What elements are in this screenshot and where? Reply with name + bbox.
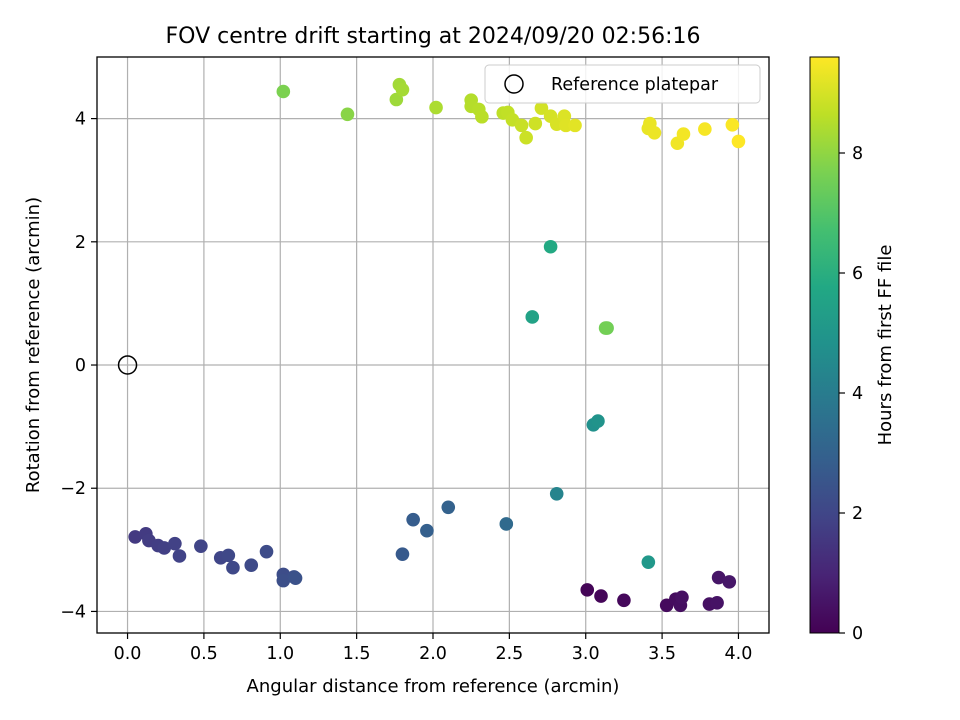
scatter-point	[157, 541, 171, 555]
y-tick-label: −4	[60, 602, 86, 622]
scatter-point	[543, 239, 558, 254]
legend-marker	[504, 74, 524, 94]
scatter-point	[568, 118, 582, 133]
scatter-point	[534, 101, 549, 115]
y-axis-label: Rotation from reference (arcmin)	[23, 197, 44, 493]
scatter-points	[128, 77, 746, 613]
x-tick-label: 4.0	[725, 644, 753, 664]
scatter-point	[647, 125, 662, 140]
colorbar-tick-label: 0	[852, 624, 863, 644]
scatter-point	[525, 310, 540, 324]
y-tick-label: 2	[75, 233, 86, 253]
scatter-point	[288, 571, 303, 585]
y-axis-ticks: −4 −2 0 2 4	[60, 110, 97, 622]
x-tick-label: 3.0	[572, 644, 600, 664]
legend-box	[484, 64, 761, 104]
scatter-point	[580, 583, 595, 597]
colorbar-tick-label: 6	[852, 264, 863, 284]
legend-entry-reference: Reference platepar	[551, 75, 719, 95]
y-tick-label: 0	[75, 356, 86, 376]
scatter-point	[698, 122, 712, 136]
scatter-point	[389, 92, 404, 107]
scatter-point	[194, 539, 208, 553]
scatter-point	[406, 512, 420, 527]
x-tick-label: 3.5	[648, 644, 676, 664]
scatter-point	[722, 575, 737, 589]
scatter-point	[172, 549, 187, 563]
scatter-point	[276, 84, 291, 99]
x-tick-label: 0.0	[114, 644, 142, 664]
scatter-point	[259, 544, 274, 559]
scatter-point	[514, 118, 529, 133]
scatter-point	[499, 517, 514, 531]
scatter-point	[340, 107, 355, 122]
scatter-point	[725, 117, 740, 132]
colorbar-tick-label: 8	[852, 144, 863, 164]
scatter-point	[244, 558, 259, 573]
x-tick-label: 1.5	[343, 644, 371, 664]
colorbar-ticks: 0 2 4 6 8	[839, 144, 863, 644]
scatter-point	[591, 414, 605, 428]
colorbar-tick-label: 4	[852, 384, 863, 404]
x-tick-label: 1.0	[266, 644, 294, 664]
scatter-point	[395, 547, 410, 561]
x-axis-label: Angular distance from reference (arcmin)	[247, 676, 620, 697]
x-tick-label: 0.5	[190, 644, 218, 664]
colorbar	[809, 56, 840, 634]
scatter-point	[519, 130, 533, 145]
scatter-point	[168, 536, 182, 551]
colorbar-tick-label: 2	[852, 504, 863, 524]
scatter-point	[617, 593, 631, 608]
scatter-point	[641, 555, 656, 569]
scatter-point	[711, 570, 726, 585]
scatter-point	[675, 590, 689, 605]
y-tick-label: −2	[60, 479, 86, 499]
scatter-point	[598, 321, 613, 335]
scatter-point	[676, 127, 691, 141]
scatter-point	[731, 134, 746, 149]
scatter-point	[549, 486, 564, 501]
scatter-point	[429, 100, 443, 115]
legend: Reference platepar	[484, 64, 761, 104]
grid-lines	[97, 57, 769, 633]
scatter-point	[528, 116, 543, 131]
scatter-point	[441, 500, 456, 515]
scatter-point	[395, 82, 410, 97]
scatter-point	[128, 530, 142, 544]
scatter-point	[710, 596, 724, 610]
x-tick-label: 2.5	[495, 644, 523, 664]
chart-title: FOV centre drift starting at 2024/09/20 …	[166, 24, 701, 49]
scatter-point	[276, 573, 291, 588]
x-tick-label: 2.0	[419, 644, 447, 664]
scatter-point	[420, 523, 434, 538]
scatter-point	[594, 589, 608, 603]
x-axis-ticks: 0.0 0.5 1.0 1.5 2.0 2.5 3.0 3.5 4.0	[114, 633, 753, 664]
scatter-point	[475, 109, 489, 124]
scatter-point	[226, 560, 240, 575]
colorbar-label: Hours from first FF file	[875, 245, 896, 446]
reference-platepar-marker	[117, 355, 138, 375]
y-tick-label: 4	[75, 110, 86, 130]
scatter-point	[221, 548, 236, 563]
